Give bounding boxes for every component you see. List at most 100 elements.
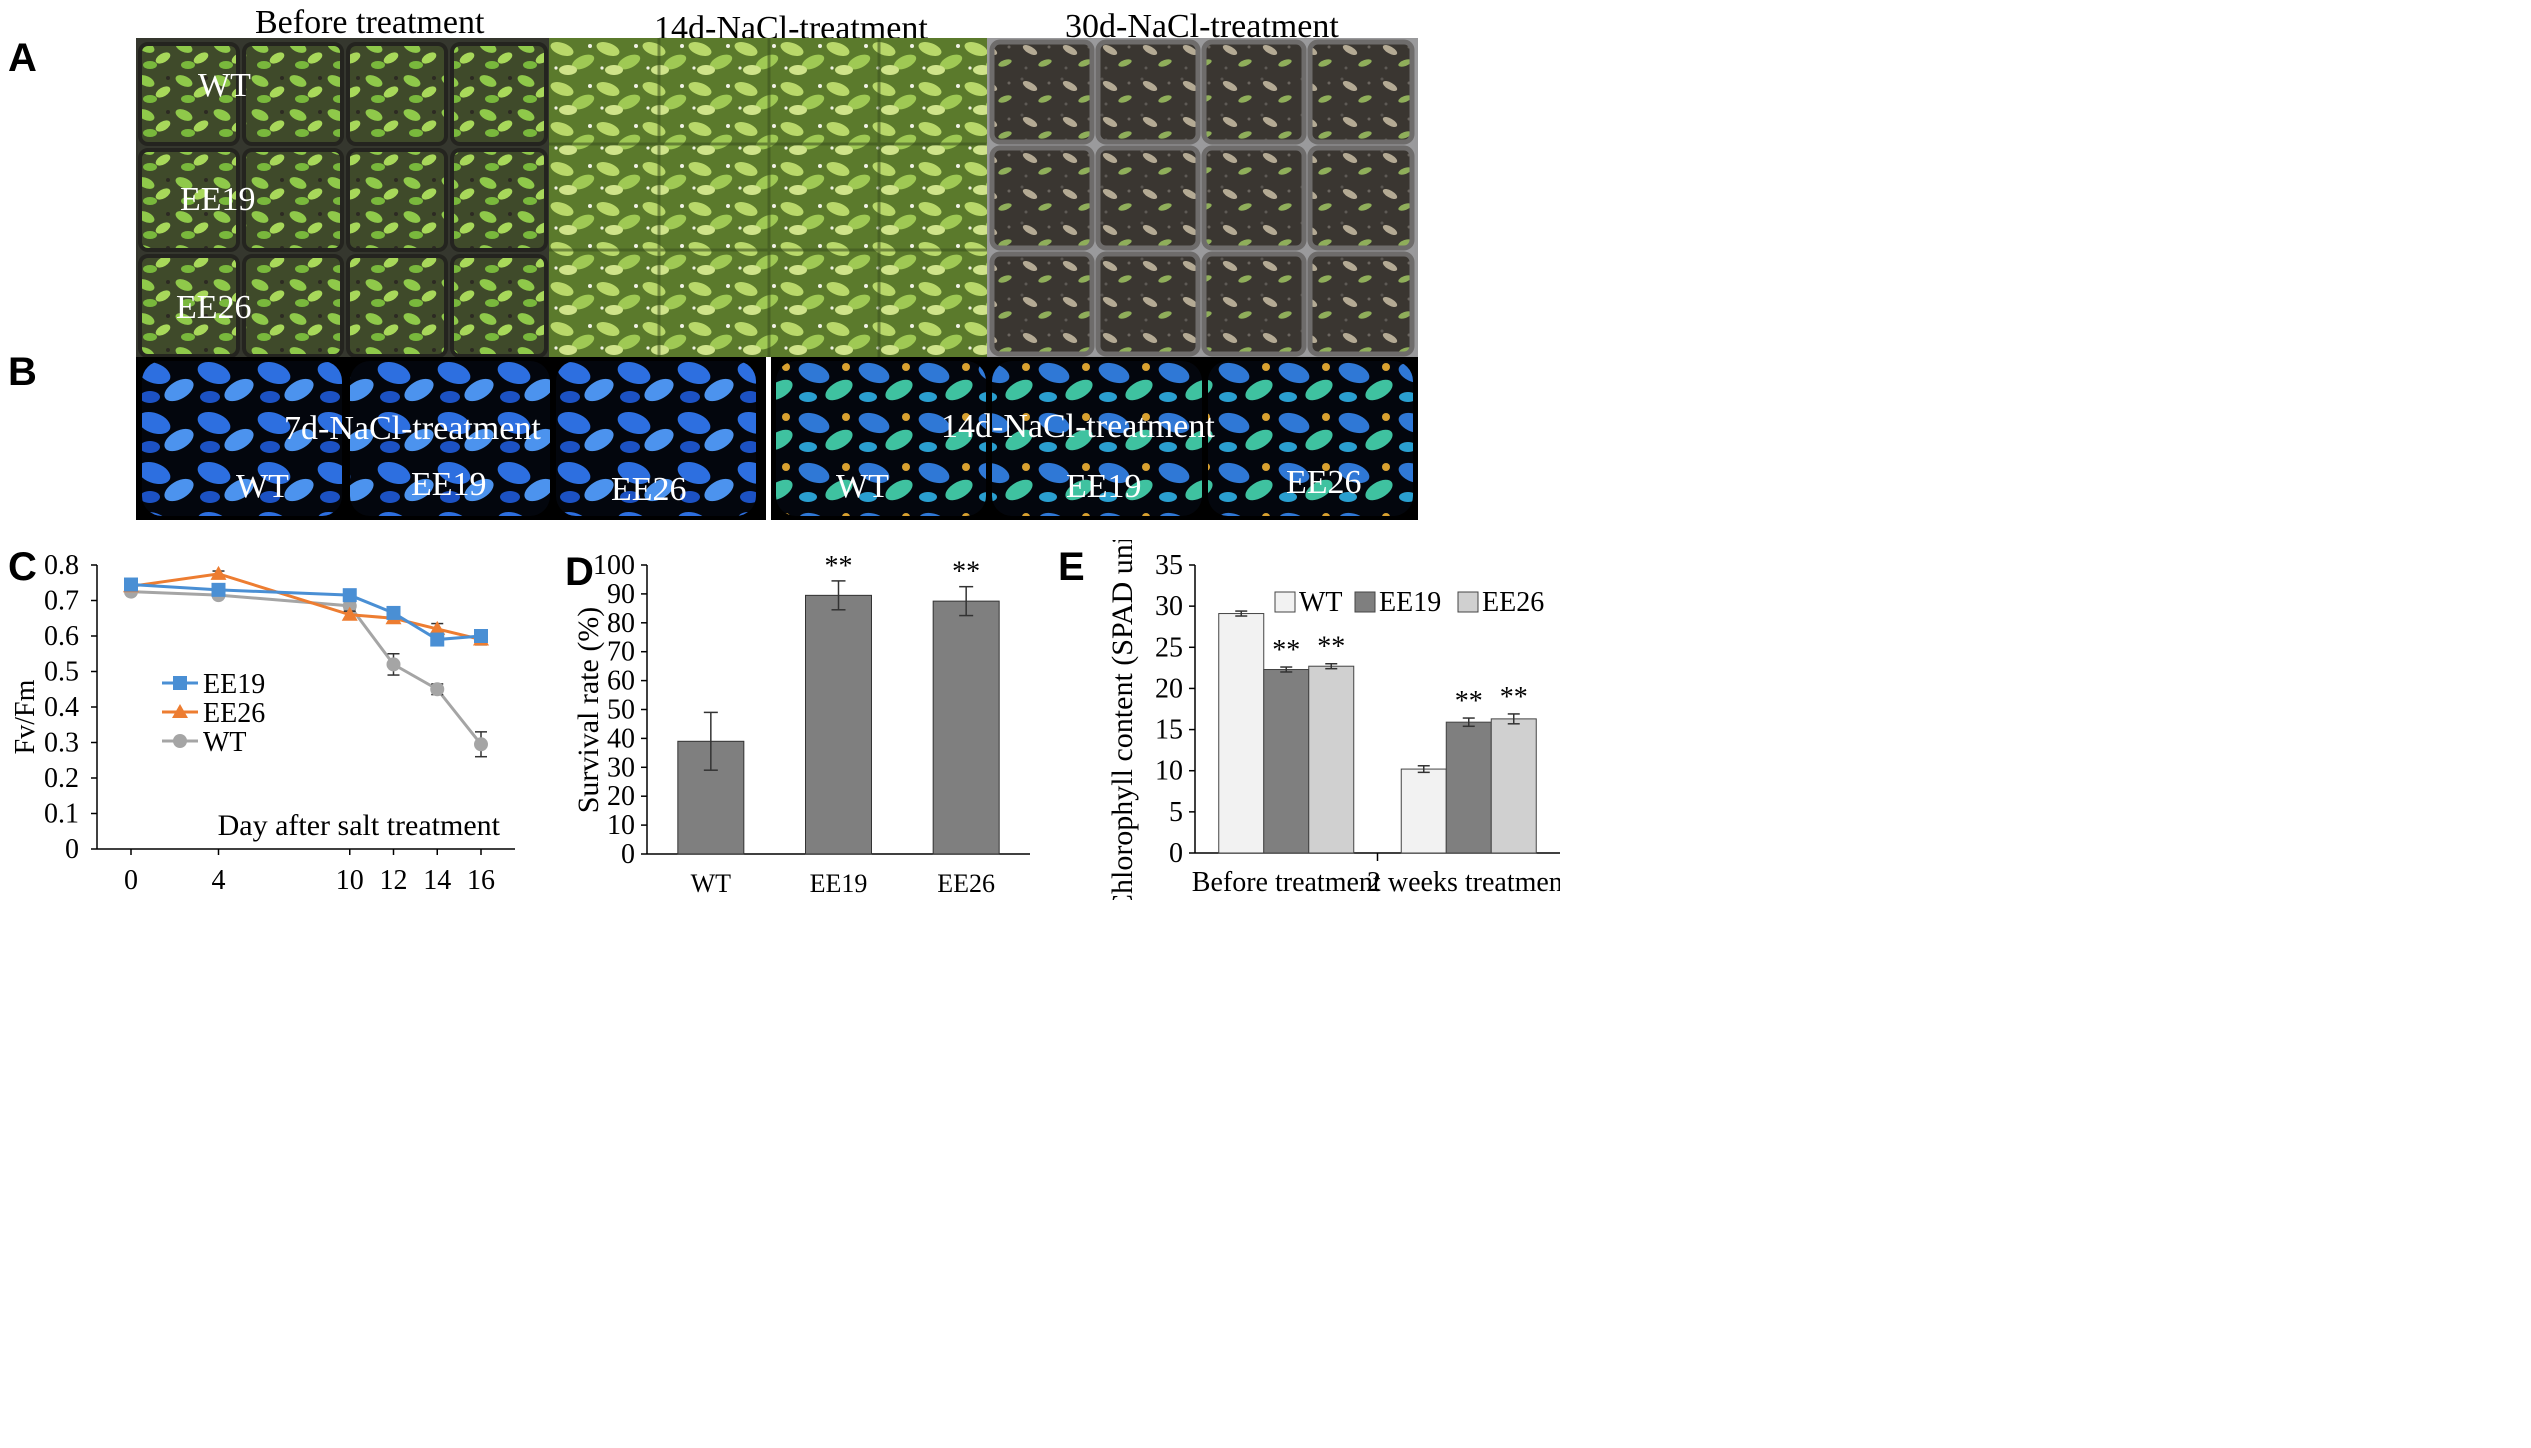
chart-c-legend-marker-ee19 [173,676,187,690]
chart-e-ylabel: Chlorophyll content (SPAD units) [1106,540,1139,900]
chart-e-legend-swatch [1354,591,1376,613]
chart-c-ytick-label: 0.2 [44,763,79,794]
panel-b-label-ee26-14d: EE26 [1286,464,1362,501]
chart-c-point-ee19 [342,588,357,603]
panel-letter-a: A [8,36,37,80]
chart-d-ytick-label: 70 [607,637,635,668]
chart-c-point-wt [430,682,445,697]
panel-a-label-wt: WT [198,67,251,104]
chart-c-point-ee19 [430,632,445,647]
chart-c-point-ee19 [386,605,401,620]
chart-e-xtick-label: Before treatment [1192,867,1381,898]
chart-e-significance: ** [1500,682,1528,713]
chart-d-ytick-label: 40 [607,723,635,754]
chart-e-ytick-label: 20 [1155,673,1183,704]
chart-c-ytick-label: 0.3 [44,728,79,759]
chart-c-ytick-label: 0.1 [44,799,79,830]
panel-letter-e: E [1058,545,1085,589]
chart-c-ytick-label: 0.7 [44,586,79,617]
chart-c-legend-label: EE19 [203,669,265,700]
panel-letter-d: D [565,550,594,594]
panel-b-label-wt-14d: WT [836,468,889,505]
chart-c-ytick-label: 0.5 [44,657,79,688]
chart-e-ytick-label: 5 [1169,797,1183,828]
chart-c-xtick-label: 0 [124,865,138,896]
chart-d-ylabel: Survival rate (%) [572,607,605,814]
chart-d-ytick-label: 100 [593,550,635,581]
chart-c-series-line-wt [130,590,483,746]
panel-b-label-ee26-7d: EE26 [611,471,687,508]
chart-c-point-ee19 [124,577,138,592]
chart-e-bar-ee19 [1445,721,1492,854]
chart-e-legend-label: EE26 [1482,587,1544,618]
chart-d-ytick-label: 30 [607,752,635,783]
panel-a-header-before: Before treatment [255,4,485,41]
chart-c-point-wt [474,737,488,752]
chart-d-ytick-label: 20 [607,781,635,812]
chart-e-significance: ** [1455,686,1483,717]
chart-d-ytick-label: 0 [621,839,635,870]
chart-c-xtick-label: 4 [212,865,226,896]
chart-e-ytick-label: 35 [1155,550,1183,581]
chart-c-ytick-label: 0 [65,834,79,865]
chart-c-xtick-label: 12 [380,865,408,896]
chart-d-xtick-label: WT [691,869,732,898]
chart-d-ytick-label: 10 [607,810,635,841]
chart-e-bar-ee26 [1490,718,1537,854]
panel-b-label-ee19-14d: EE19 [1066,468,1142,505]
chart-c-legend-marker-wt [173,734,187,748]
chart-e-ytick-label: 10 [1155,756,1183,787]
chart-e-bar-ee19 [1263,669,1310,854]
chart-c-fvfm: Fv/Fm Day after salt treatment 0 0.1 0.2 0.… [10,550,515,896]
chart-e-ytick-label: 0 [1169,838,1183,869]
chart-c-series-line-ee19 [130,583,482,642]
chart-e-ytick-label: 25 [1155,632,1183,663]
chart-c-xlabel: Day after salt treatment [218,809,501,842]
chart-c-series-line-ee26 [130,572,482,642]
chart-d-ytick-label: 80 [607,608,635,639]
chart-c-point-ee26 [341,606,358,621]
chart-c-legend-label: WT [203,727,247,758]
chart-c-xtick-label: 14 [423,865,451,896]
chart-e-legend-label: WT [1299,587,1343,618]
panel-a-label-ee19: EE19 [180,181,256,218]
chart-e-significance: ** [1272,635,1300,666]
chart-e-bar-ee26 [1308,665,1355,854]
panel-b-photo: 7d-NaCl-treatment 14d-NaCl-treatment WT … [136,357,1418,520]
chart-e-ytick-label: 15 [1155,715,1183,746]
chart-c-point-ee26 [210,565,227,580]
chart-e-chlorophyll: Chlorophyll content (SPAD units) 0 5 10 15 2… [1106,540,1560,900]
chart-c-point-wt [386,657,401,672]
chart-e-legend-swatch [1457,591,1479,613]
panel-b-title-14d: 14d-NaCl-treatment [941,408,1215,445]
chart-d-ytick-label: 60 [607,666,635,697]
chart-c-ytick-label: 0.8 [44,550,79,581]
chart-d-xtick-label: EE26 [937,869,995,898]
panel-letter-c: C [8,545,37,589]
chart-c-ytick-label: 0.6 [44,621,79,652]
chart-d-bar-ee19 [805,594,872,855]
chart-d-xtick-label: EE19 [810,869,868,898]
chart-d-ytick-label: 90 [607,579,635,610]
chart-c-legend-label: EE26 [203,698,265,729]
chart-c-point-ee26 [429,620,446,635]
chart-c-point-ee19 [474,629,488,643]
panel-b-label-wt-7d: WT [236,468,289,505]
chart-c-ylabel: Fv/Fm [10,679,41,754]
chart-e-legend-swatch [1274,591,1296,613]
panel-b-title-7d: 7d-NaCl-treatment [284,410,541,447]
panel-b-label-ee19-7d: EE19 [411,466,487,503]
chart-e-bar-wt [1218,613,1265,854]
chart-d-bar-ee26 [932,600,1000,855]
chart-c-xtick-label: 16 [467,865,495,896]
chart-e-significance: ** [1317,632,1345,663]
chart-e-bar-wt [1400,768,1447,854]
chart-d-significance: ** [825,551,853,582]
panel-a-photo: WT EE19 EE26 [136,38,1418,358]
chart-c-ytick-label: 0.4 [44,692,79,723]
chart-e-ytick-label: 30 [1155,591,1183,622]
chart-e-xtick-label: 2 weeks treatment [1367,867,1560,898]
panel-a-label-ee26: EE26 [176,289,252,326]
chart-c-point-wt [342,598,357,613]
chart-d-survival: Survival rate (%) 0102030405060708090100… [572,550,1030,898]
